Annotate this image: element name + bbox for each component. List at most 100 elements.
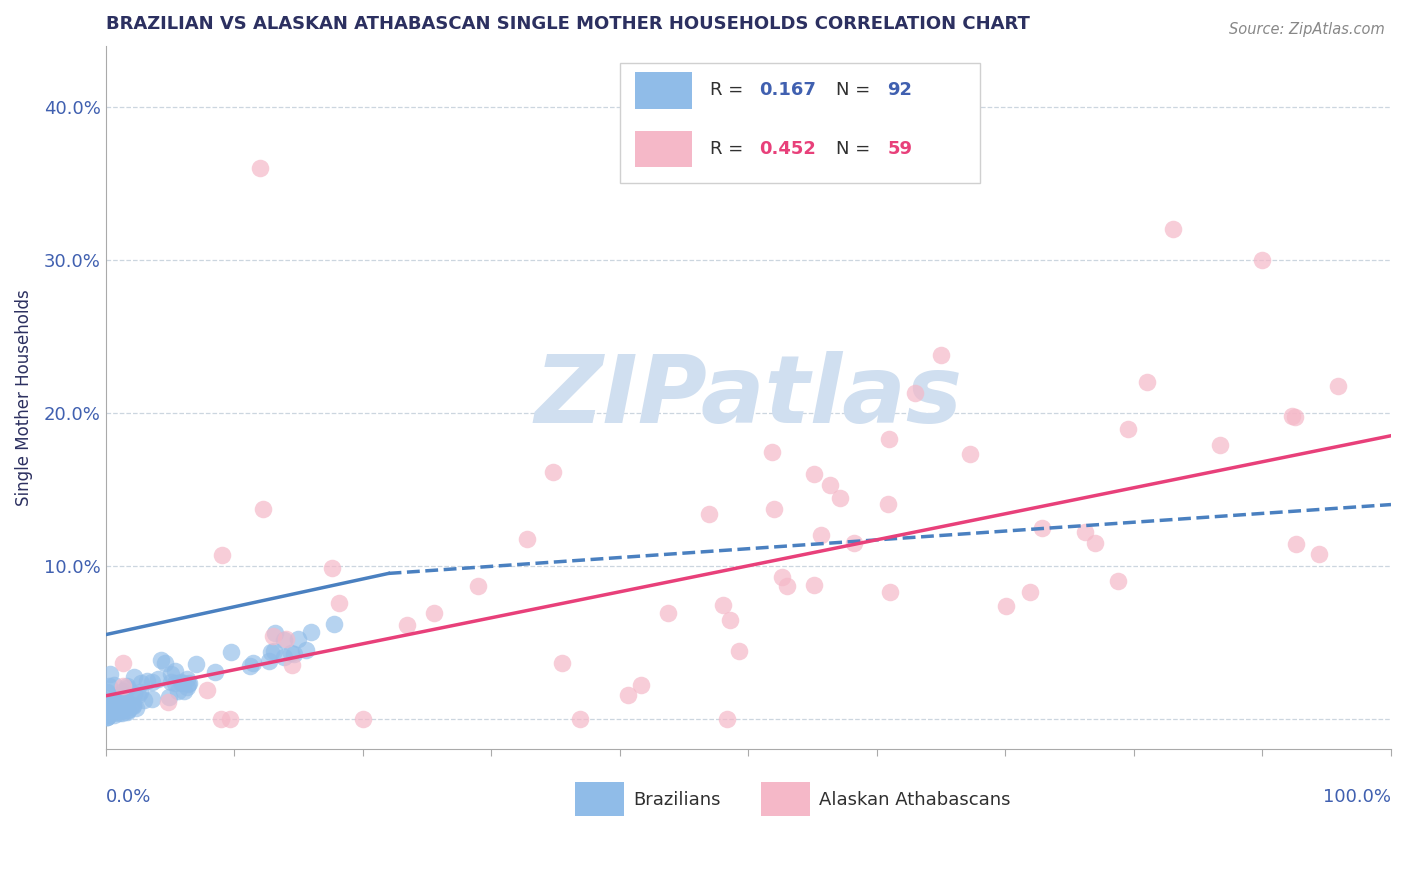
Point <box>1074 524 1097 539</box>
Point <box>100 697 122 711</box>
Point <box>260 645 283 659</box>
Point <box>112 700 135 714</box>
Point <box>204 665 226 680</box>
Point <box>929 130 952 145</box>
Point <box>818 478 841 492</box>
Point <box>121 698 143 713</box>
Point <box>127 688 149 702</box>
Point <box>263 626 285 640</box>
Point <box>211 548 233 562</box>
Point <box>929 348 952 362</box>
FancyBboxPatch shape <box>761 782 810 816</box>
Point <box>150 653 173 667</box>
Point <box>115 695 138 709</box>
Point <box>176 673 198 687</box>
Point <box>98 703 121 717</box>
Point <box>160 675 183 690</box>
Point <box>242 656 264 670</box>
Point <box>697 508 720 522</box>
Point <box>959 447 981 461</box>
Point <box>129 685 152 699</box>
Point <box>516 532 538 546</box>
Point <box>111 687 134 701</box>
Point <box>211 712 233 726</box>
Point <box>112 656 135 670</box>
Point <box>1019 585 1042 599</box>
Text: 0.0%: 0.0% <box>105 788 152 806</box>
Point <box>1031 521 1053 535</box>
Point <box>1209 437 1232 451</box>
Point <box>96 707 118 722</box>
FancyBboxPatch shape <box>636 72 692 109</box>
Point <box>177 677 200 691</box>
Y-axis label: Single Mother Households: Single Mother Households <box>15 289 32 506</box>
Point <box>111 679 134 693</box>
Point <box>1308 547 1330 561</box>
Text: N =: N = <box>835 140 876 158</box>
Point <box>219 712 242 726</box>
Point <box>100 698 122 712</box>
Point <box>115 705 138 719</box>
Point <box>328 596 350 610</box>
Point <box>153 657 176 671</box>
Point <box>904 385 927 400</box>
Point <box>1327 378 1350 392</box>
Text: 92: 92 <box>887 81 912 99</box>
Point <box>111 702 134 716</box>
Text: BRAZILIAN VS ALASKAN ATHABASCAN SINGLE MOTHER HOUSEHOLDS CORRELATION CHART: BRAZILIAN VS ALASKAN ATHABASCAN SINGLE M… <box>105 15 1029 33</box>
Point <box>96 710 118 724</box>
Point <box>98 695 121 709</box>
Text: 0.452: 0.452 <box>759 140 815 158</box>
Point <box>249 161 271 175</box>
Point <box>568 712 591 726</box>
Point <box>103 678 125 692</box>
Text: Brazilians: Brazilians <box>633 791 720 809</box>
Point <box>176 680 198 694</box>
Point <box>122 687 145 701</box>
Point <box>352 712 374 726</box>
Text: 100.0%: 100.0% <box>1323 788 1391 806</box>
Point <box>117 681 139 696</box>
Point <box>103 708 125 723</box>
Point <box>994 599 1017 613</box>
Point <box>156 695 179 709</box>
Point <box>287 632 309 646</box>
Point <box>141 675 163 690</box>
Point <box>105 703 128 717</box>
Point <box>830 491 852 505</box>
Point <box>111 684 134 698</box>
Point <box>108 700 131 714</box>
FancyBboxPatch shape <box>636 131 692 168</box>
Point <box>810 528 832 542</box>
Point <box>467 579 489 593</box>
Point <box>718 613 741 627</box>
Point <box>103 694 125 708</box>
Point <box>657 606 679 620</box>
Point <box>112 687 135 701</box>
Text: R =: R = <box>710 81 749 99</box>
Point <box>124 670 146 684</box>
Point <box>273 650 295 665</box>
Text: Alaskan Athabascans: Alaskan Athabascans <box>820 791 1011 809</box>
Point <box>1251 252 1274 267</box>
Point <box>294 642 316 657</box>
Point <box>96 707 118 722</box>
Point <box>117 703 139 717</box>
Point <box>299 625 322 640</box>
Point <box>1285 537 1308 551</box>
FancyBboxPatch shape <box>620 63 980 183</box>
Point <box>177 676 200 690</box>
Point <box>1084 535 1107 549</box>
Point <box>157 690 180 705</box>
Point <box>1281 409 1303 423</box>
Point <box>280 646 302 660</box>
Point <box>1107 574 1129 588</box>
Point <box>100 702 122 716</box>
Point <box>136 673 159 688</box>
Point <box>165 664 187 678</box>
Point <box>125 701 148 715</box>
Point <box>108 698 131 713</box>
Point <box>105 702 128 716</box>
Point <box>761 445 783 459</box>
Point <box>803 467 825 482</box>
